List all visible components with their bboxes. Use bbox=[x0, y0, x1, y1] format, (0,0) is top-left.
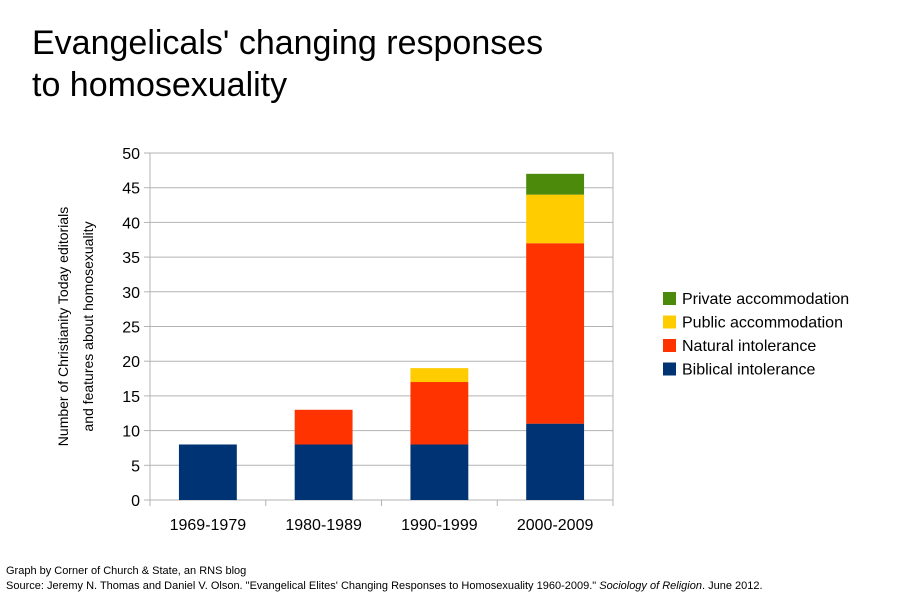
legend-swatch-biblical-intolerance bbox=[663, 362, 676, 376]
bar-public-accommodation-2000-2009 bbox=[526, 194, 585, 244]
axes bbox=[144, 152, 614, 506]
y-axis-label-line-2: and features about homosexuality bbox=[80, 221, 96, 431]
bar-biblical-intolerance-1980-1989 bbox=[294, 444, 353, 500]
x-tick-label: 1980-1989 bbox=[285, 517, 362, 534]
credit-line: Graph by Corner of Church & State, an RN… bbox=[6, 565, 247, 577]
axis-labels: 0 5 10 15 20 25 30 35 40 45 50 1969-1979 1980-1989 19… bbox=[55, 146, 593, 534]
source-prefix: Source: Jeremy N. Thomas and Daniel V. O… bbox=[6, 580, 600, 592]
bar-biblical-intolerance-1990-1999 bbox=[410, 444, 469, 500]
legend-label-public-accommodation: Public accommodation bbox=[682, 315, 843, 332]
y-tick-label: 10 bbox=[122, 424, 140, 441]
legend-label-biblical-intolerance: Biblical intolerance bbox=[682, 362, 816, 379]
x-tick-label: 1969-1979 bbox=[170, 517, 247, 534]
bar-natural-intolerance-2000-2009 bbox=[526, 243, 585, 424]
bar-natural-intolerance-1980-1989 bbox=[294, 409, 353, 445]
source-line: Source: Jeremy N. Thomas and Daniel V. O… bbox=[6, 579, 763, 594]
y-axis-label-line-1: Number of Christianity Today editorials bbox=[55, 207, 71, 446]
y-tick-label: 15 bbox=[122, 389, 140, 406]
legend-label-private-accommodation: Private accommodation bbox=[682, 291, 849, 308]
y-tick-label: 45 bbox=[122, 181, 140, 198]
legend-swatch-natural-intolerance bbox=[663, 339, 676, 352]
chart-title-line-1: Evangelicals' changing responses bbox=[32, 24, 544, 62]
chart-title: Evangelicals' changing responses to homo… bbox=[32, 22, 732, 106]
y-tick-label: 40 bbox=[122, 215, 140, 232]
bar-biblical-intolerance-2000-2009 bbox=[526, 423, 585, 500]
legend-swatch-public-accommodation bbox=[663, 315, 676, 329]
x-tick-label: 1990-1999 bbox=[401, 517, 478, 534]
footer: Graph by Corner of Church & State, an RN… bbox=[6, 564, 763, 594]
y-tick-label: 20 bbox=[122, 354, 140, 371]
legend-label-natural-intolerance: Natural intolerance bbox=[682, 338, 816, 355]
y-tick-label: 30 bbox=[122, 285, 140, 302]
bars bbox=[178, 173, 585, 500]
y-tick-label: 50 bbox=[122, 146, 140, 163]
bar-natural-intolerance-1990-1999 bbox=[410, 382, 469, 445]
source-suffix: . June 2012. bbox=[701, 580, 763, 592]
bar-public-accommodation-1990-1999 bbox=[410, 368, 469, 383]
x-tick-label: 2000-2009 bbox=[517, 517, 594, 534]
bar-biblical-intolerance-1969-1979 bbox=[178, 444, 237, 500]
y-tick-label: 0 bbox=[131, 493, 140, 510]
y-tick-label: 25 bbox=[122, 320, 140, 337]
bar-private-accommodation-2000-2009 bbox=[526, 173, 585, 195]
stacked-bar-chart: 0 5 10 15 20 25 30 35 40 45 50 1969-1979 1980-1989 19… bbox=[55, 146, 849, 534]
y-tick-label: 35 bbox=[122, 250, 140, 267]
chart-title-line-2: to homosexuality bbox=[32, 66, 288, 104]
source-journal: Sociology of Religion bbox=[599, 580, 702, 592]
y-tick-label: 5 bbox=[131, 458, 140, 475]
legend: Private accommodation Public accommodatio… bbox=[663, 291, 849, 379]
legend-swatch-private-accommodation bbox=[663, 292, 676, 305]
